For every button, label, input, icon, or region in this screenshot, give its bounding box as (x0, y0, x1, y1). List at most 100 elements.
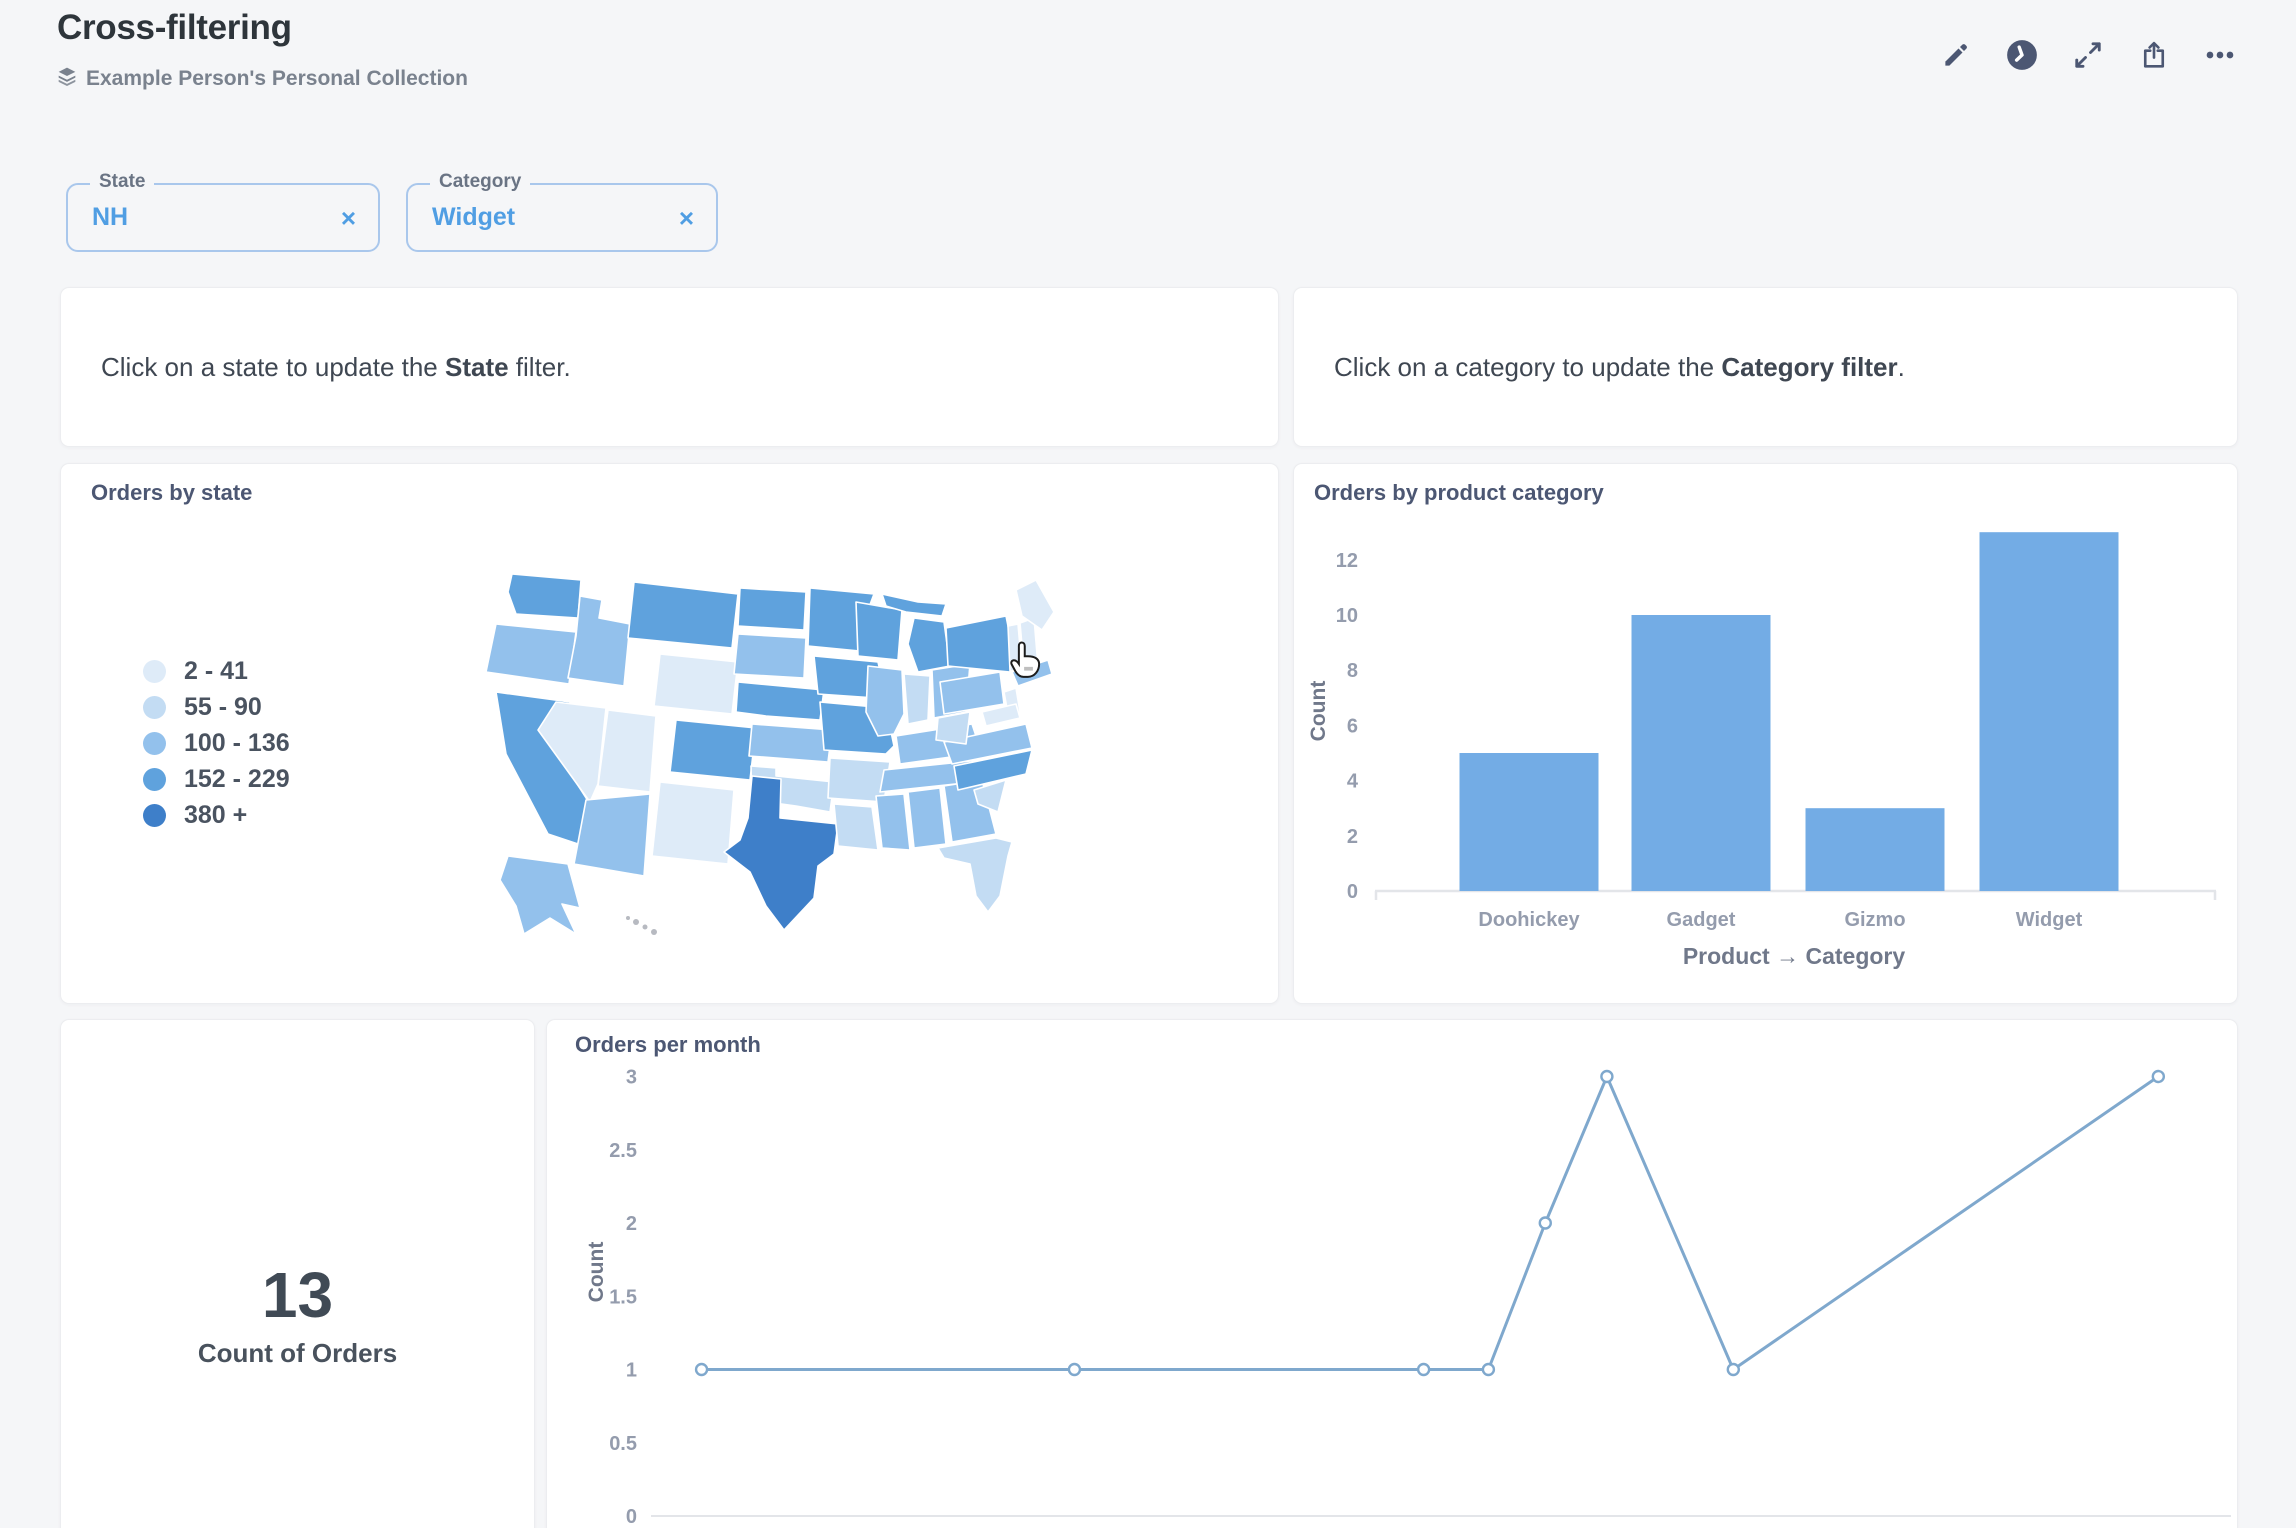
legend-label: 152 - 229 (184, 765, 290, 793)
count-of-orders-card[interactable]: 13 Count of Orders (60, 1019, 535, 1528)
text-card-category: Click on a category to update the Catego… (1293, 287, 2238, 447)
state-nc[interactable] (953, 749, 1033, 791)
legend-row: 380 + (143, 801, 290, 829)
legend-row: 152 - 229 (143, 765, 290, 793)
line-y-tick: 3 (626, 1067, 637, 1089)
bar-x-tick: Doohickey (1478, 909, 1580, 931)
data-point[interactable] (1481, 1362, 1496, 1377)
state-filter-label: State (90, 171, 155, 193)
state-sd[interactable] (733, 633, 807, 679)
share-icon[interactable] (2136, 37, 2172, 73)
category-filter-label: Category (430, 171, 531, 193)
bar-gizmo[interactable] (1805, 808, 1945, 891)
edit-pencil-icon[interactable] (1938, 37, 1974, 73)
data-point[interactable] (1067, 1362, 1082, 1377)
us-choropleth-map[interactable] (466, 554, 1066, 952)
state-filter-value[interactable]: NH (92, 203, 129, 231)
auto-refresh-clock-icon[interactable] (2004, 37, 2040, 73)
state-wi[interactable] (855, 601, 903, 661)
state-pa[interactable] (939, 671, 1005, 715)
state-hi[interactable] (626, 916, 630, 920)
state-wa[interactable] (507, 573, 582, 619)
legend-row: 2 - 41 (143, 657, 290, 685)
state-md[interactable] (981, 703, 1021, 727)
state-ks[interactable] (748, 723, 833, 763)
state-ut[interactable] (597, 709, 657, 793)
state-hi[interactable] (633, 919, 639, 925)
bar-widget[interactable] (1979, 532, 2119, 891)
collection-layers-icon (57, 66, 77, 92)
state-hi[interactable] (642, 924, 648, 930)
bar-y-tick: 10 (1336, 605, 1358, 627)
state-va[interactable] (943, 723, 1033, 765)
fullscreen-expand-icon[interactable] (2070, 37, 2106, 73)
state-wv[interactable] (935, 711, 971, 745)
bar-gadget[interactable] (1631, 615, 1771, 891)
data-point[interactable] (1538, 1216, 1552, 1230)
state-al[interactable] (907, 787, 947, 849)
text-card-state-text: Click on a state to update the State fil… (101, 351, 571, 382)
bar-chart[interactable]: 0 2 4 6 8 10 12 Doohickey Gadget Gizmo Widget Produ… (1294, 464, 2239, 1005)
legend-row: 55 - 90 (143, 693, 290, 721)
category-filter[interactable]: Category Widget × (406, 171, 718, 252)
map-legend: 2 - 41 55 - 90 100 - 136 152 - 229 380 + (143, 657, 290, 829)
state-hi[interactable] (651, 929, 657, 935)
bar-x-axis-line (1374, 889, 2217, 900)
state-nm[interactable] (651, 781, 735, 865)
data-point[interactable] (694, 1362, 709, 1377)
state-la[interactable] (833, 803, 879, 851)
state-wy[interactable] (653, 653, 739, 715)
state-ak[interactable] (499, 855, 581, 935)
dashboard-toolbar (1938, 37, 2238, 73)
state-id[interactable] (567, 595, 631, 687)
state-fl[interactable] (937, 837, 1013, 913)
category-filter-value[interactable]: Widget (432, 203, 516, 231)
data-point[interactable] (1726, 1362, 1741, 1377)
state-az[interactable] (573, 793, 651, 877)
line-chart[interactable]: 0 0.5 1 1.5 2 2.5 3 (547, 1020, 2239, 1528)
data-point[interactable] (2151, 1069, 2166, 1084)
data-point[interactable] (1600, 1069, 1614, 1084)
state-mi[interactable] (881, 593, 947, 617)
bar-x-tick: Gizmo (1844, 909, 1905, 931)
state-sc[interactable] (973, 779, 1007, 813)
line-series (701, 1075, 2160, 1371)
ellipsis-icon[interactable] (2202, 37, 2238, 73)
bar-y-tick: 4 (1347, 771, 1359, 793)
legend-row: 100 - 136 (143, 729, 290, 757)
bar-x-axis-title: Product → Category (1683, 943, 1906, 969)
state-ne[interactable] (735, 681, 825, 721)
state-mt[interactable] (627, 581, 739, 649)
category-filter-clear-icon[interactable]: × (678, 202, 694, 233)
scalar-label: Count of Orders (197, 1338, 398, 1368)
line-y-tick: 0.5 (609, 1433, 637, 1455)
breadcrumb[interactable]: Example Person's Personal Collection (57, 66, 468, 92)
state-ms[interactable] (875, 793, 911, 851)
state-in[interactable] (903, 673, 931, 725)
state-me[interactable] (1015, 579, 1055, 631)
state-il[interactable] (865, 665, 905, 737)
state-mi[interactable] (907, 617, 951, 673)
state-or[interactable] (485, 623, 577, 685)
legend-label: 55 - 90 (184, 693, 262, 721)
bar-y-tick: 2 (1347, 826, 1358, 848)
line-y-tick: 1.5 (609, 1286, 637, 1308)
legend-dot-icon (143, 732, 166, 755)
bar-card-title: Orders by product category (1314, 480, 1604, 505)
orders-by-state-card[interactable]: Orders by state 2 - 41 55 - 90 100 - 136 15… (60, 463, 1279, 1004)
orders-per-month-card[interactable]: Orders per month Count 0 0.5 1 1.5 2 2.5 3 (546, 1019, 2238, 1528)
legend-label: 380 + (184, 801, 248, 829)
state-tx[interactable] (723, 775, 839, 931)
state-nv[interactable] (537, 701, 607, 803)
state-nd[interactable] (737, 587, 807, 631)
state-filter[interactable]: State NH × (66, 171, 380, 252)
state-filter-clear-icon[interactable]: × (340, 202, 356, 233)
legend-dot-icon (143, 768, 166, 791)
orders-by-category-card[interactable]: Orders by product category Count 0 2 4 6 8 10… (1293, 463, 2238, 1004)
data-point[interactable] (1416, 1362, 1431, 1377)
text-card-state: Click on a state to update the State fil… (60, 287, 1279, 447)
bar-x-tick: Widget (2016, 909, 2083, 931)
line-y-tick: 2.5 (609, 1140, 637, 1162)
state-co[interactable] (669, 719, 757, 781)
bar-doohickey[interactable] (1459, 753, 1599, 891)
